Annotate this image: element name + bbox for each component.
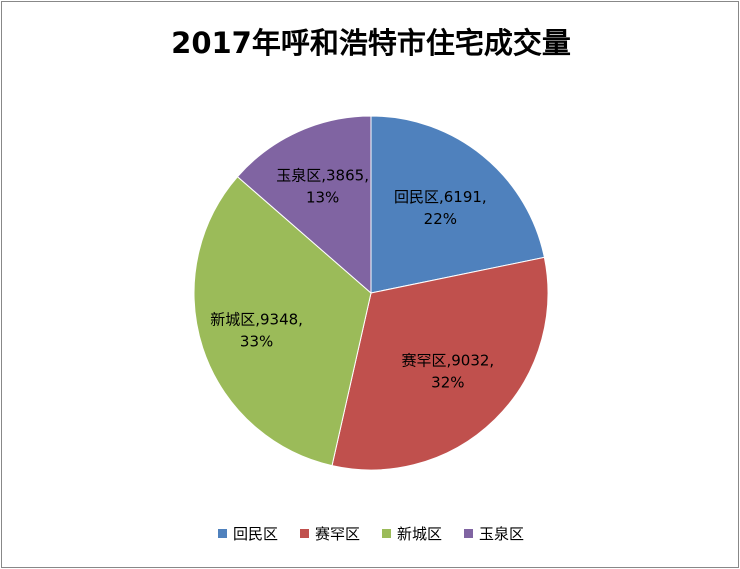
legend-label: 新城区 xyxy=(397,525,443,543)
legend-item-1: 回民区 xyxy=(217,523,278,544)
legend: 回民区 赛罕区 新城区 玉泉区 xyxy=(2,523,740,544)
legend-item-3: 新城区 xyxy=(382,523,442,544)
legend-item-2: 赛罕区 xyxy=(299,523,360,544)
legend-swatch xyxy=(464,529,474,538)
data-label-2: 赛罕区,9032, 32% xyxy=(401,351,494,391)
legend-swatch xyxy=(382,529,391,538)
legend-label: 回民区 xyxy=(232,525,278,543)
data-label-4: 玉泉区,3865, 13% xyxy=(276,167,369,207)
pie-slice-1 xyxy=(370,115,545,294)
data-label-3: 新城区,9348, 33% xyxy=(210,310,303,350)
legend-label: 赛罕区 xyxy=(314,525,360,543)
legend-label: 玉泉区 xyxy=(479,525,525,543)
data-label-1: 回民区,6191, 22% xyxy=(394,188,487,228)
chart-title: 2017年呼和浩特市住宅成交量 xyxy=(171,26,571,60)
pie-slice-4 xyxy=(236,115,372,295)
legend-swatch xyxy=(299,529,309,538)
pie-slice-2 xyxy=(331,256,549,471)
pie-slice-3 xyxy=(193,176,372,467)
legend-item-4: 玉泉区 xyxy=(464,523,524,544)
legend-swatch xyxy=(217,529,227,538)
